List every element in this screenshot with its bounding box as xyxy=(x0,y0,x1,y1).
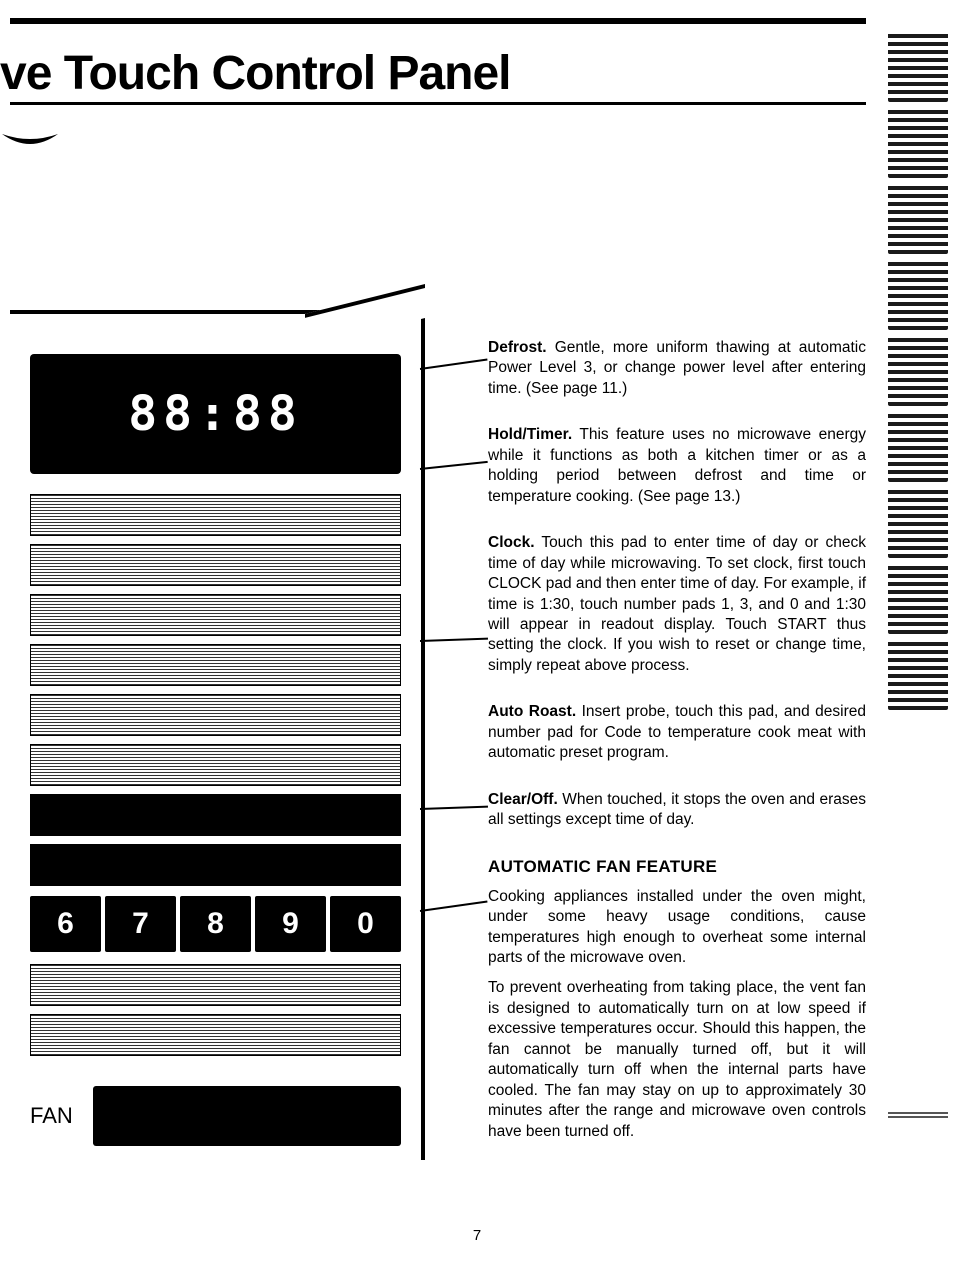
feature-body: Touch this pad to enter time of day or c… xyxy=(488,534,866,674)
feature-clock: Clock. Touch this pad to enter time of d… xyxy=(488,533,866,676)
panel-row xyxy=(30,844,401,886)
display-digits: 88:88 xyxy=(128,386,303,442)
content-column: Defrost. Gentle, more uniform thawing at… xyxy=(488,338,866,1152)
callout-line xyxy=(420,806,488,810)
fan-label: FAN xyxy=(30,1103,73,1129)
panel-row xyxy=(30,794,401,836)
feature-title: Hold/Timer. xyxy=(488,426,572,443)
side-index-tab xyxy=(888,30,948,710)
function-buttons xyxy=(30,494,401,886)
panel-row xyxy=(30,964,401,1006)
fan-paragraph: To prevent overheating from taking place… xyxy=(488,978,866,1142)
num-key: 0 xyxy=(330,896,401,952)
feature-title: Clear/Off. xyxy=(488,791,558,808)
page-number: 7 xyxy=(0,1227,954,1244)
panel-row xyxy=(30,694,401,736)
control-panel-illustration: 88:88 6 7 8 9 0 xyxy=(10,310,425,1160)
feature-defrost: Defrost. Gentle, more uniform thawing at… xyxy=(488,338,866,399)
fan-switch-panel xyxy=(93,1086,401,1146)
feature-hold-timer: Hold/Timer. This feature uses no microwa… xyxy=(488,425,866,507)
panel-row xyxy=(30,644,401,686)
number-pad: 6 7 8 9 0 xyxy=(30,896,401,952)
num-key: 9 xyxy=(255,896,326,952)
page-title: ve Touch Control Panel xyxy=(0,46,511,101)
callout-line xyxy=(420,638,488,642)
feature-title: Clock. xyxy=(488,534,535,551)
digital-display: 88:88 xyxy=(30,354,401,474)
panel-row xyxy=(30,1014,401,1056)
fan-paragraph: Cooking appliances installed under the o… xyxy=(488,887,866,969)
feature-title: Auto Roast. xyxy=(488,703,576,720)
callout-line xyxy=(420,359,488,370)
num-key: 6 xyxy=(30,896,101,952)
callout-line xyxy=(420,901,488,912)
fan-section: FAN xyxy=(30,1086,401,1146)
panel-row xyxy=(30,494,401,536)
top-rule xyxy=(10,18,866,24)
title-underline xyxy=(10,102,866,105)
feature-auto-roast: Auto Roast. Insert probe, touch this pad… xyxy=(488,702,866,763)
swish-icon xyxy=(0,130,60,152)
fan-feature-heading: AUTOMATIC FAN FEATURE xyxy=(488,857,866,877)
lower-rows xyxy=(30,964,401,1056)
side-dash xyxy=(888,1110,948,1118)
panel-row xyxy=(30,544,401,586)
callout-line xyxy=(420,461,488,470)
num-key: 8 xyxy=(180,896,251,952)
panel-row xyxy=(30,744,401,786)
feature-title: Defrost. xyxy=(488,339,547,356)
page: ve Touch Control Panel 88:88 xyxy=(0,0,954,1262)
panel-row xyxy=(30,594,401,636)
feature-clear-off: Clear/Off. When touched, it stops the ov… xyxy=(488,790,866,831)
num-key: 7 xyxy=(105,896,176,952)
